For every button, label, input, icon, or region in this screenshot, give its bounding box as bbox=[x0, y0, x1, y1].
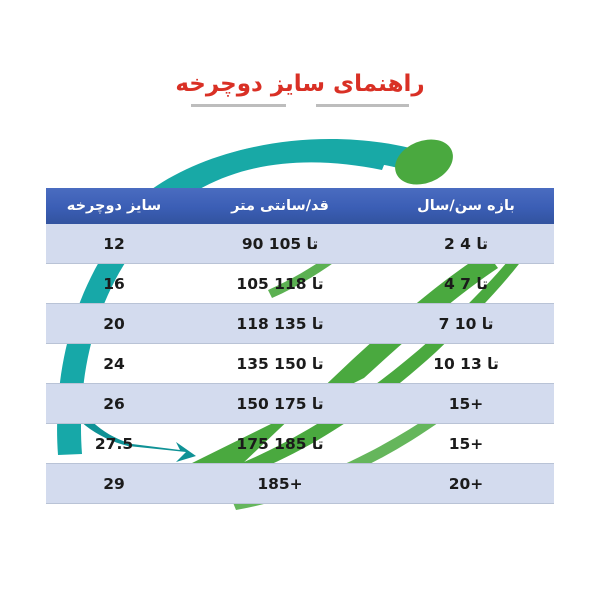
cell-age: 20+ bbox=[378, 463, 554, 504]
cell-size: 26 bbox=[46, 383, 182, 424]
table-row: 2 تا 4 90 تا 105 12 bbox=[46, 224, 554, 264]
cell-age: 2 تا 4 bbox=[378, 224, 554, 264]
cell-height: 150 تا 175 bbox=[182, 383, 378, 424]
table-row: 20+ 185+ 29 bbox=[46, 463, 554, 504]
table-row: 4 تا 7 105 تا 118 16 bbox=[46, 263, 554, 304]
column-header-age: بازه سن/سال bbox=[378, 188, 554, 224]
cell-age: 10 تا 13 bbox=[378, 343, 554, 384]
table-row: 15+ 175 تا 185 27.5 bbox=[46, 423, 554, 464]
cell-size: 20 bbox=[46, 303, 182, 344]
cell-age: 7 تا 10 bbox=[378, 303, 554, 344]
table-header-row: بازه سن/سال قد/سانتی متر سایز دوچرخه bbox=[46, 188, 554, 224]
column-header-size: سایز دوچرخه bbox=[46, 188, 182, 224]
page-title: راهنمای سایز دوچرخه bbox=[0, 71, 600, 97]
table-row: 10 تا 13 135 تا 150 24 bbox=[46, 343, 554, 384]
column-header-height: قد/سانتی متر bbox=[182, 188, 378, 224]
cell-age: 4 تا 7 bbox=[378, 263, 554, 304]
title-underline bbox=[191, 104, 409, 107]
bicycle-size-table: بازه سن/سال قد/سانتی متر سایز دوچرخه 2 ت… bbox=[46, 188, 554, 504]
cell-size: 29 bbox=[46, 463, 182, 504]
page-title-text: راهنمای سایز دوچرخه bbox=[175, 71, 425, 97]
cell-height: 185+ bbox=[182, 463, 378, 504]
cell-height: 105 تا 118 bbox=[182, 263, 378, 304]
table-header: بازه سن/سال قد/سانتی متر سایز دوچرخه bbox=[46, 188, 554, 224]
cell-height: 90 تا 105 bbox=[182, 224, 378, 264]
table-body: 2 تا 4 90 تا 105 12 4 تا 7 105 تا 118 16… bbox=[46, 224, 554, 504]
cell-height: 135 تا 150 bbox=[182, 343, 378, 384]
green-ellipse bbox=[395, 139, 453, 185]
title-underline-gap bbox=[286, 104, 316, 107]
cell-size: 27.5 bbox=[46, 423, 182, 464]
cell-age: 15+ bbox=[378, 383, 554, 424]
table-row: 7 تا 10 118 تا 135 20 bbox=[46, 303, 554, 344]
cell-size: 12 bbox=[46, 224, 182, 264]
cell-size: 24 bbox=[46, 343, 182, 384]
table-row: 15+ 150 تا 175 26 bbox=[46, 383, 554, 424]
cell-size: 16 bbox=[46, 263, 182, 304]
size-table-wrapper: بازه سن/سال قد/سانتی متر سایز دوچرخه 2 ت… bbox=[46, 188, 554, 504]
cell-height: 175 تا 185 bbox=[182, 423, 378, 464]
cell-height: 118 تا 135 bbox=[182, 303, 378, 344]
cell-age: 15+ bbox=[378, 423, 554, 464]
